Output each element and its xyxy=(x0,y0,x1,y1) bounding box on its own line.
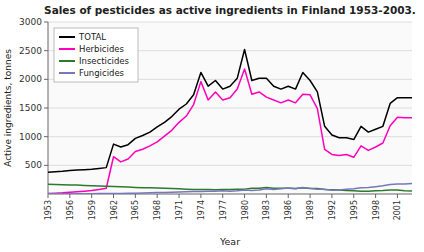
x-tick xyxy=(353,194,354,198)
x-tick-label: 1971 xyxy=(175,200,184,220)
legend-box xyxy=(54,28,138,82)
y-tick-label: 2000 xyxy=(19,74,42,84)
x-tick xyxy=(179,194,180,198)
y-tick xyxy=(44,165,48,166)
x-tick xyxy=(331,194,332,198)
y-axis xyxy=(48,22,49,194)
series-group xyxy=(48,50,412,194)
x-tick-label: 1980 xyxy=(241,200,250,220)
y-tick-label: 1000 xyxy=(19,132,42,142)
x-tick-label: 1953 xyxy=(44,200,53,220)
plot-area xyxy=(48,22,412,194)
y-tick xyxy=(44,50,48,51)
x-tick xyxy=(375,194,376,198)
x-tick xyxy=(222,194,223,198)
legend-label: Fungicides xyxy=(79,68,125,78)
x-tick-label: 1956 xyxy=(66,200,75,220)
x-tick xyxy=(244,194,245,198)
grid-line xyxy=(48,165,412,166)
y-tick-label: 1500 xyxy=(19,103,42,113)
series-line xyxy=(48,69,412,193)
y-tick xyxy=(44,22,48,23)
x-tick-label: 1974 xyxy=(197,200,206,220)
legend: TOTAL Herbicides Insecticides Fungicides xyxy=(54,28,138,82)
x-tick xyxy=(69,194,70,198)
x-tick-label: 1959 xyxy=(88,200,97,220)
legend-label: Herbicides xyxy=(79,44,125,54)
legend-swatch xyxy=(59,48,75,50)
x-tick-label: 1998 xyxy=(372,200,381,220)
legend-swatch xyxy=(59,36,75,38)
grid-line xyxy=(48,136,412,137)
x-tick-label: 1995 xyxy=(350,200,359,220)
x-tick xyxy=(200,194,201,198)
grid-line xyxy=(48,108,412,109)
x-tick-label: 1968 xyxy=(153,200,162,220)
y-tick xyxy=(44,79,48,80)
y-tick-label: 3000 xyxy=(19,17,42,27)
legend-label: TOTAL xyxy=(78,32,106,42)
x-tick xyxy=(310,194,311,198)
x-tick xyxy=(113,194,114,198)
x-tick-label: 1977 xyxy=(219,200,228,220)
x-tick xyxy=(48,194,49,198)
series-line xyxy=(48,50,412,173)
x-tick xyxy=(288,194,289,198)
y-tick-label: 2500 xyxy=(19,46,42,56)
legend-label: Insecticides xyxy=(79,56,130,66)
x-tick-label: 1965 xyxy=(131,200,140,220)
x-tick-label: 1989 xyxy=(306,200,315,220)
title: Sales of pesticides as active ingredient… xyxy=(44,4,416,16)
series-line xyxy=(48,184,412,194)
x-tick-label: 1983 xyxy=(262,200,271,220)
x-tick xyxy=(157,194,158,198)
legend-swatch xyxy=(59,60,75,62)
legend-swatch xyxy=(59,72,75,74)
y-tick-label: 500 xyxy=(25,160,42,170)
x-tick xyxy=(91,194,92,198)
y-tick xyxy=(44,136,48,137)
x-tick-label: 1992 xyxy=(328,200,337,220)
x-tick-label: 2001 xyxy=(393,200,402,220)
x-tick xyxy=(266,194,267,198)
x-tick-label: 1962 xyxy=(110,200,119,220)
x-tick-label: 1986 xyxy=(284,200,293,220)
grid-line xyxy=(48,22,412,23)
x-tick xyxy=(397,194,398,198)
y-tick xyxy=(44,108,48,109)
x-axis-label: Year xyxy=(219,236,240,247)
y-axis-label: Active ingredients, tonnes xyxy=(3,49,13,167)
x-tick xyxy=(135,194,136,198)
chart: 500 1000 1500 2000 2500 3000 1953 1956 1959 1962 1… xyxy=(0,0,424,252)
